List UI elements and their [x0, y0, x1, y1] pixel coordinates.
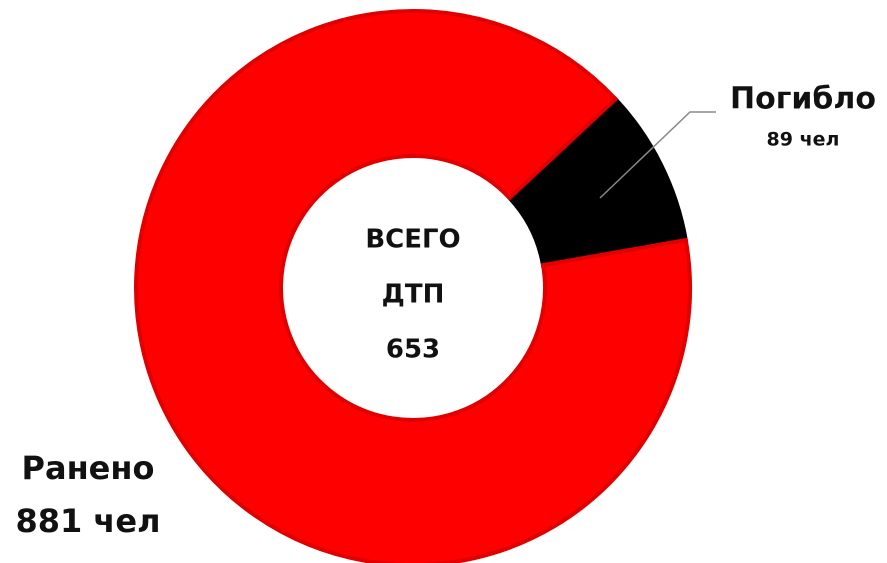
value-label: 89 чел — [767, 129, 840, 151]
center-value: 653 — [386, 335, 440, 365]
slice-label: Погибло — [730, 82, 876, 117]
center-label: ВСЕГО — [365, 225, 460, 255]
chart: ВСЕГО ДТП 653 Погибло 89 чел Ранено 881 … — [0, 0, 887, 563]
page: {"chart_data": {"type": "donut", "catego… — [0, 0, 887, 563]
value-label: 881 чел — [15, 502, 160, 540]
center-label: ДТП — [382, 280, 445, 310]
slice-label: Ранено — [22, 449, 155, 487]
